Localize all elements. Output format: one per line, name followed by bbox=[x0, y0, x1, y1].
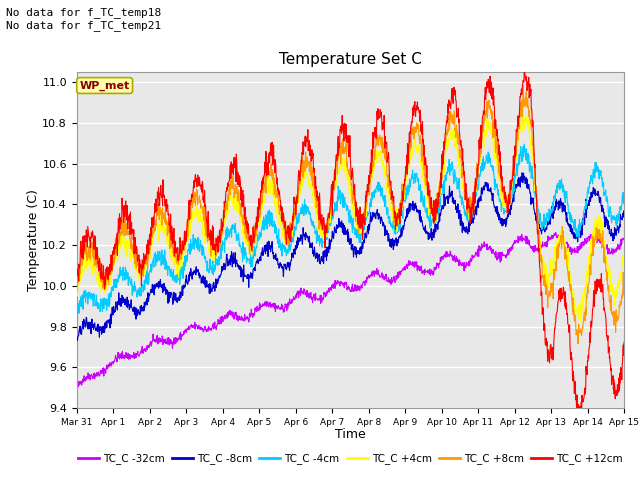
X-axis label: Time: Time bbox=[335, 428, 366, 441]
Legend: TC_C -32cm, TC_C -8cm, TC_C -4cm, TC_C +4cm, TC_C +8cm, TC_C +12cm: TC_C -32cm, TC_C -8cm, TC_C -4cm, TC_C +… bbox=[74, 449, 627, 468]
Text: No data for f_TC_temp18: No data for f_TC_temp18 bbox=[6, 7, 162, 18]
Text: WP_met: WP_met bbox=[79, 81, 130, 91]
Title: Temperature Set C: Temperature Set C bbox=[279, 52, 422, 67]
Y-axis label: Temperature (C): Temperature (C) bbox=[26, 189, 40, 291]
Text: No data for f_TC_temp21: No data for f_TC_temp21 bbox=[6, 20, 162, 31]
